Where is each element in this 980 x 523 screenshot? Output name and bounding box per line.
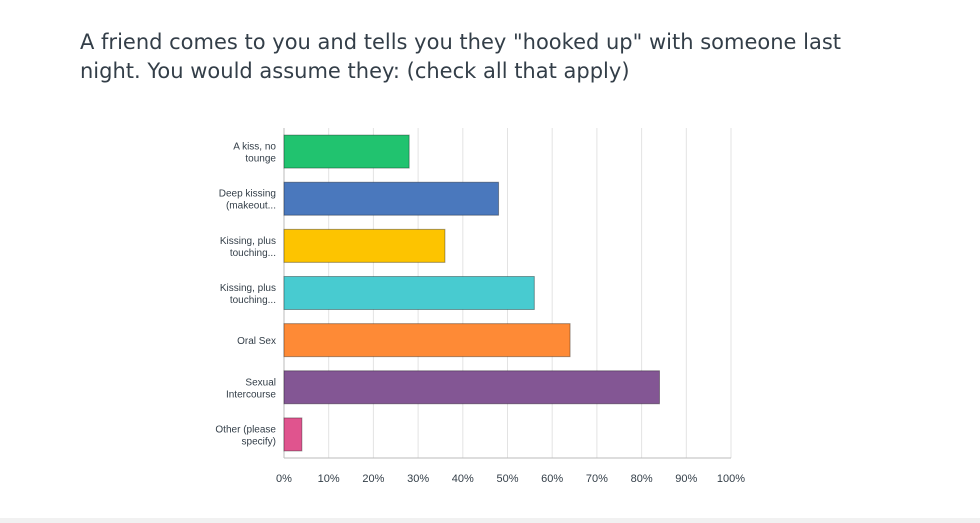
- category-label-line: Sexual: [245, 377, 276, 388]
- category-label-line: touching...: [230, 248, 276, 259]
- x-tick-label: 80%: [631, 473, 653, 485]
- category-label: Sexual Intercourse: [226, 377, 276, 400]
- x-tick-label: 0%: [276, 473, 292, 485]
- category-label: Oral Sex: [237, 336, 276, 347]
- bar: [283, 181, 500, 216]
- bar: [283, 134, 410, 169]
- x-tick-label: 100%: [717, 473, 745, 485]
- category-label: Kissing, plus touching...: [220, 236, 276, 259]
- category-label-line: Kissing, plus: [220, 283, 276, 294]
- x-tick-label: 60%: [541, 473, 563, 485]
- bar: [283, 276, 535, 310]
- category-labels: A kiss, no tounge Deep kissing (makeout... K…: [215, 142, 276, 448]
- category-label-line: A kiss, no: [233, 142, 276, 153]
- category-label-line: tounge: [245, 154, 276, 165]
- bars: [283, 134, 660, 452]
- x-axis-ticks: 0% 10% 20% 30% 40% 50% 60% 70% 80% 90% 100%: [276, 473, 745, 485]
- category-label-line: Oral Sex: [237, 336, 276, 347]
- category-label: Kissing, plus touching...: [220, 283, 276, 306]
- x-tick-label: 50%: [496, 473, 518, 485]
- category-label-line: touching...: [230, 295, 276, 306]
- bottom-divider: [0, 518, 980, 523]
- category-label: Deep kissing (makeout...: [219, 189, 276, 212]
- x-tick-label: 30%: [407, 473, 429, 485]
- x-tick-label: 10%: [318, 473, 340, 485]
- category-label-line: Deep kissing: [219, 189, 276, 200]
- category-label-line: Intercourse: [226, 389, 276, 400]
- bar: [283, 370, 660, 405]
- bar: [283, 417, 303, 452]
- question-title: A friend comes to you and tells you they…: [80, 30, 841, 83]
- category-label: Other (please specify): [215, 424, 276, 447]
- x-tick-label: 90%: [675, 473, 697, 485]
- bar: [283, 323, 571, 358]
- category-label-line: Other (please: [215, 424, 276, 435]
- x-tick-label: 70%: [586, 473, 608, 485]
- category-label-line: Kissing, plus: [220, 236, 276, 247]
- bar: [283, 228, 446, 263]
- x-tick-label: 40%: [452, 473, 474, 485]
- category-label-line: specify): [242, 436, 276, 447]
- category-label: A kiss, no tounge: [233, 142, 276, 165]
- category-label-line: (makeout...: [226, 201, 276, 212]
- x-tick-label: 20%: [362, 473, 384, 485]
